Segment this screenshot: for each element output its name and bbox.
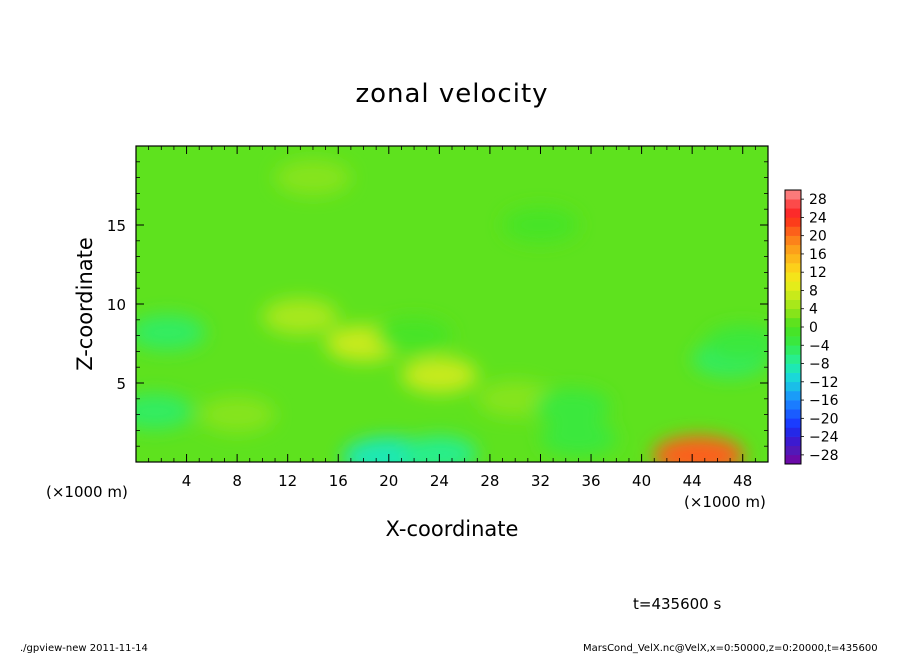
x-unit-left: (×1000 m) bbox=[46, 483, 128, 501]
colorbar-swatch bbox=[785, 281, 801, 291]
colorbar-swatch bbox=[785, 381, 801, 392]
colorbar-swatch bbox=[785, 400, 801, 410]
footer-left: ./gpview-new 2011-11-14 bbox=[20, 643, 148, 654]
colorbar-label: −4 bbox=[809, 338, 830, 354]
field-feature bbox=[502, 207, 579, 243]
colorbar-swatch bbox=[785, 272, 801, 282]
field-feature bbox=[401, 357, 478, 394]
colorbar-label: 12 bbox=[809, 265, 827, 281]
field-feature bbox=[376, 317, 453, 354]
colorbar-swatch bbox=[785, 427, 801, 437]
x-tick-label: 16 bbox=[329, 472, 348, 490]
colorbar-label: −8 bbox=[809, 357, 830, 373]
colorbar-swatch bbox=[785, 299, 801, 310]
x-tick-label: 12 bbox=[278, 472, 297, 490]
colorbar-label: 0 bbox=[809, 320, 818, 336]
colorbar-swatch bbox=[785, 454, 801, 465]
colorbar-swatch bbox=[785, 345, 801, 355]
field-feature bbox=[652, 435, 745, 462]
field-feature bbox=[199, 396, 276, 433]
field-feature bbox=[262, 298, 339, 335]
field-feature bbox=[401, 436, 478, 462]
x-tick-label: 44 bbox=[683, 472, 702, 490]
x-axis-label: X-coordinate bbox=[386, 517, 519, 541]
colorbar-swatch bbox=[785, 445, 801, 456]
heatmap-field bbox=[136, 146, 768, 462]
colorbar-swatch bbox=[785, 263, 801, 273]
colorbar-label: −16 bbox=[809, 393, 839, 409]
y-tick-label: 5 bbox=[116, 375, 126, 393]
colorbar-label: 4 bbox=[809, 302, 818, 318]
y-tick-label: 15 bbox=[107, 217, 126, 235]
colorbar-swatch bbox=[785, 190, 801, 200]
colorbar-swatch bbox=[785, 372, 801, 383]
chart-title: zonal velocity bbox=[355, 79, 548, 109]
x-tick-label: 32 bbox=[531, 472, 550, 490]
colorbar-swatch bbox=[785, 235, 801, 246]
colorbar-label: −20 bbox=[809, 411, 839, 427]
x-axis: 4 8 12 16 20 24 28 32 36 40 44 48 bbox=[148, 146, 756, 490]
colorbar-swatch bbox=[785, 199, 801, 209]
colorbar-swatch bbox=[785, 244, 801, 255]
field-feature bbox=[534, 388, 611, 425]
field-feature bbox=[540, 420, 617, 457]
colorbar-label: 24 bbox=[809, 210, 827, 226]
colorbar-swatch bbox=[785, 409, 801, 419]
colorbar-label: 8 bbox=[809, 283, 818, 299]
y-axis-label: Z-coordinate bbox=[73, 237, 97, 371]
y-tick-label: 10 bbox=[107, 296, 126, 314]
colorbar-swatch bbox=[785, 363, 801, 373]
colorbar-swatch bbox=[785, 390, 801, 401]
field-feature bbox=[136, 314, 206, 351]
time-label: t=435600 s bbox=[633, 595, 721, 613]
footer-right: MarsCond_VelX.nc@VelX,x=0:50000,z=0:2000… bbox=[583, 643, 878, 654]
colorbar-swatch bbox=[785, 217, 801, 227]
colorbar-swatch bbox=[785, 317, 801, 328]
colorbar-swatch bbox=[785, 327, 801, 337]
colorbar-label: −12 bbox=[809, 375, 839, 391]
colorbar-swatch bbox=[785, 418, 801, 428]
x-tick-label: 40 bbox=[632, 472, 651, 490]
field-feature bbox=[274, 159, 351, 196]
colorbar-swatch bbox=[785, 208, 801, 218]
y-axis: 5 10 15 bbox=[107, 161, 768, 447]
colorbar-swatch bbox=[785, 290, 801, 300]
colorbar-swatch bbox=[785, 436, 801, 447]
colorbar-swatch bbox=[785, 253, 801, 264]
field-features bbox=[136, 159, 768, 462]
colorbar-label: −28 bbox=[809, 448, 839, 464]
colorbar-swatch bbox=[785, 336, 801, 346]
colorbar-swatch bbox=[785, 308, 801, 319]
colorbar-label: −24 bbox=[809, 430, 839, 446]
x-tick-label: 36 bbox=[581, 472, 600, 490]
colorbar-swatch bbox=[785, 354, 801, 364]
x-unit-right: (×1000 m) bbox=[684, 493, 766, 511]
field-feature bbox=[704, 325, 768, 362]
x-tick-label: 8 bbox=[232, 472, 242, 490]
x-tick-label: 24 bbox=[430, 472, 449, 490]
colorbar: 28 24 20 16 12 8 4 0 −4 −8 −12 −16 −20 −24 −28 bbox=[784, 189, 839, 465]
x-tick-label: 48 bbox=[733, 472, 752, 490]
colorbar-label: 20 bbox=[809, 229, 827, 245]
x-tick-label: 28 bbox=[480, 472, 499, 490]
colorbar-swatch bbox=[785, 226, 801, 236]
colorbar-label: 28 bbox=[809, 192, 827, 208]
x-tick-label: 4 bbox=[182, 472, 192, 490]
x-tick-label: 20 bbox=[379, 472, 398, 490]
colorbar-label: 16 bbox=[809, 247, 827, 263]
field-feature bbox=[136, 393, 193, 430]
